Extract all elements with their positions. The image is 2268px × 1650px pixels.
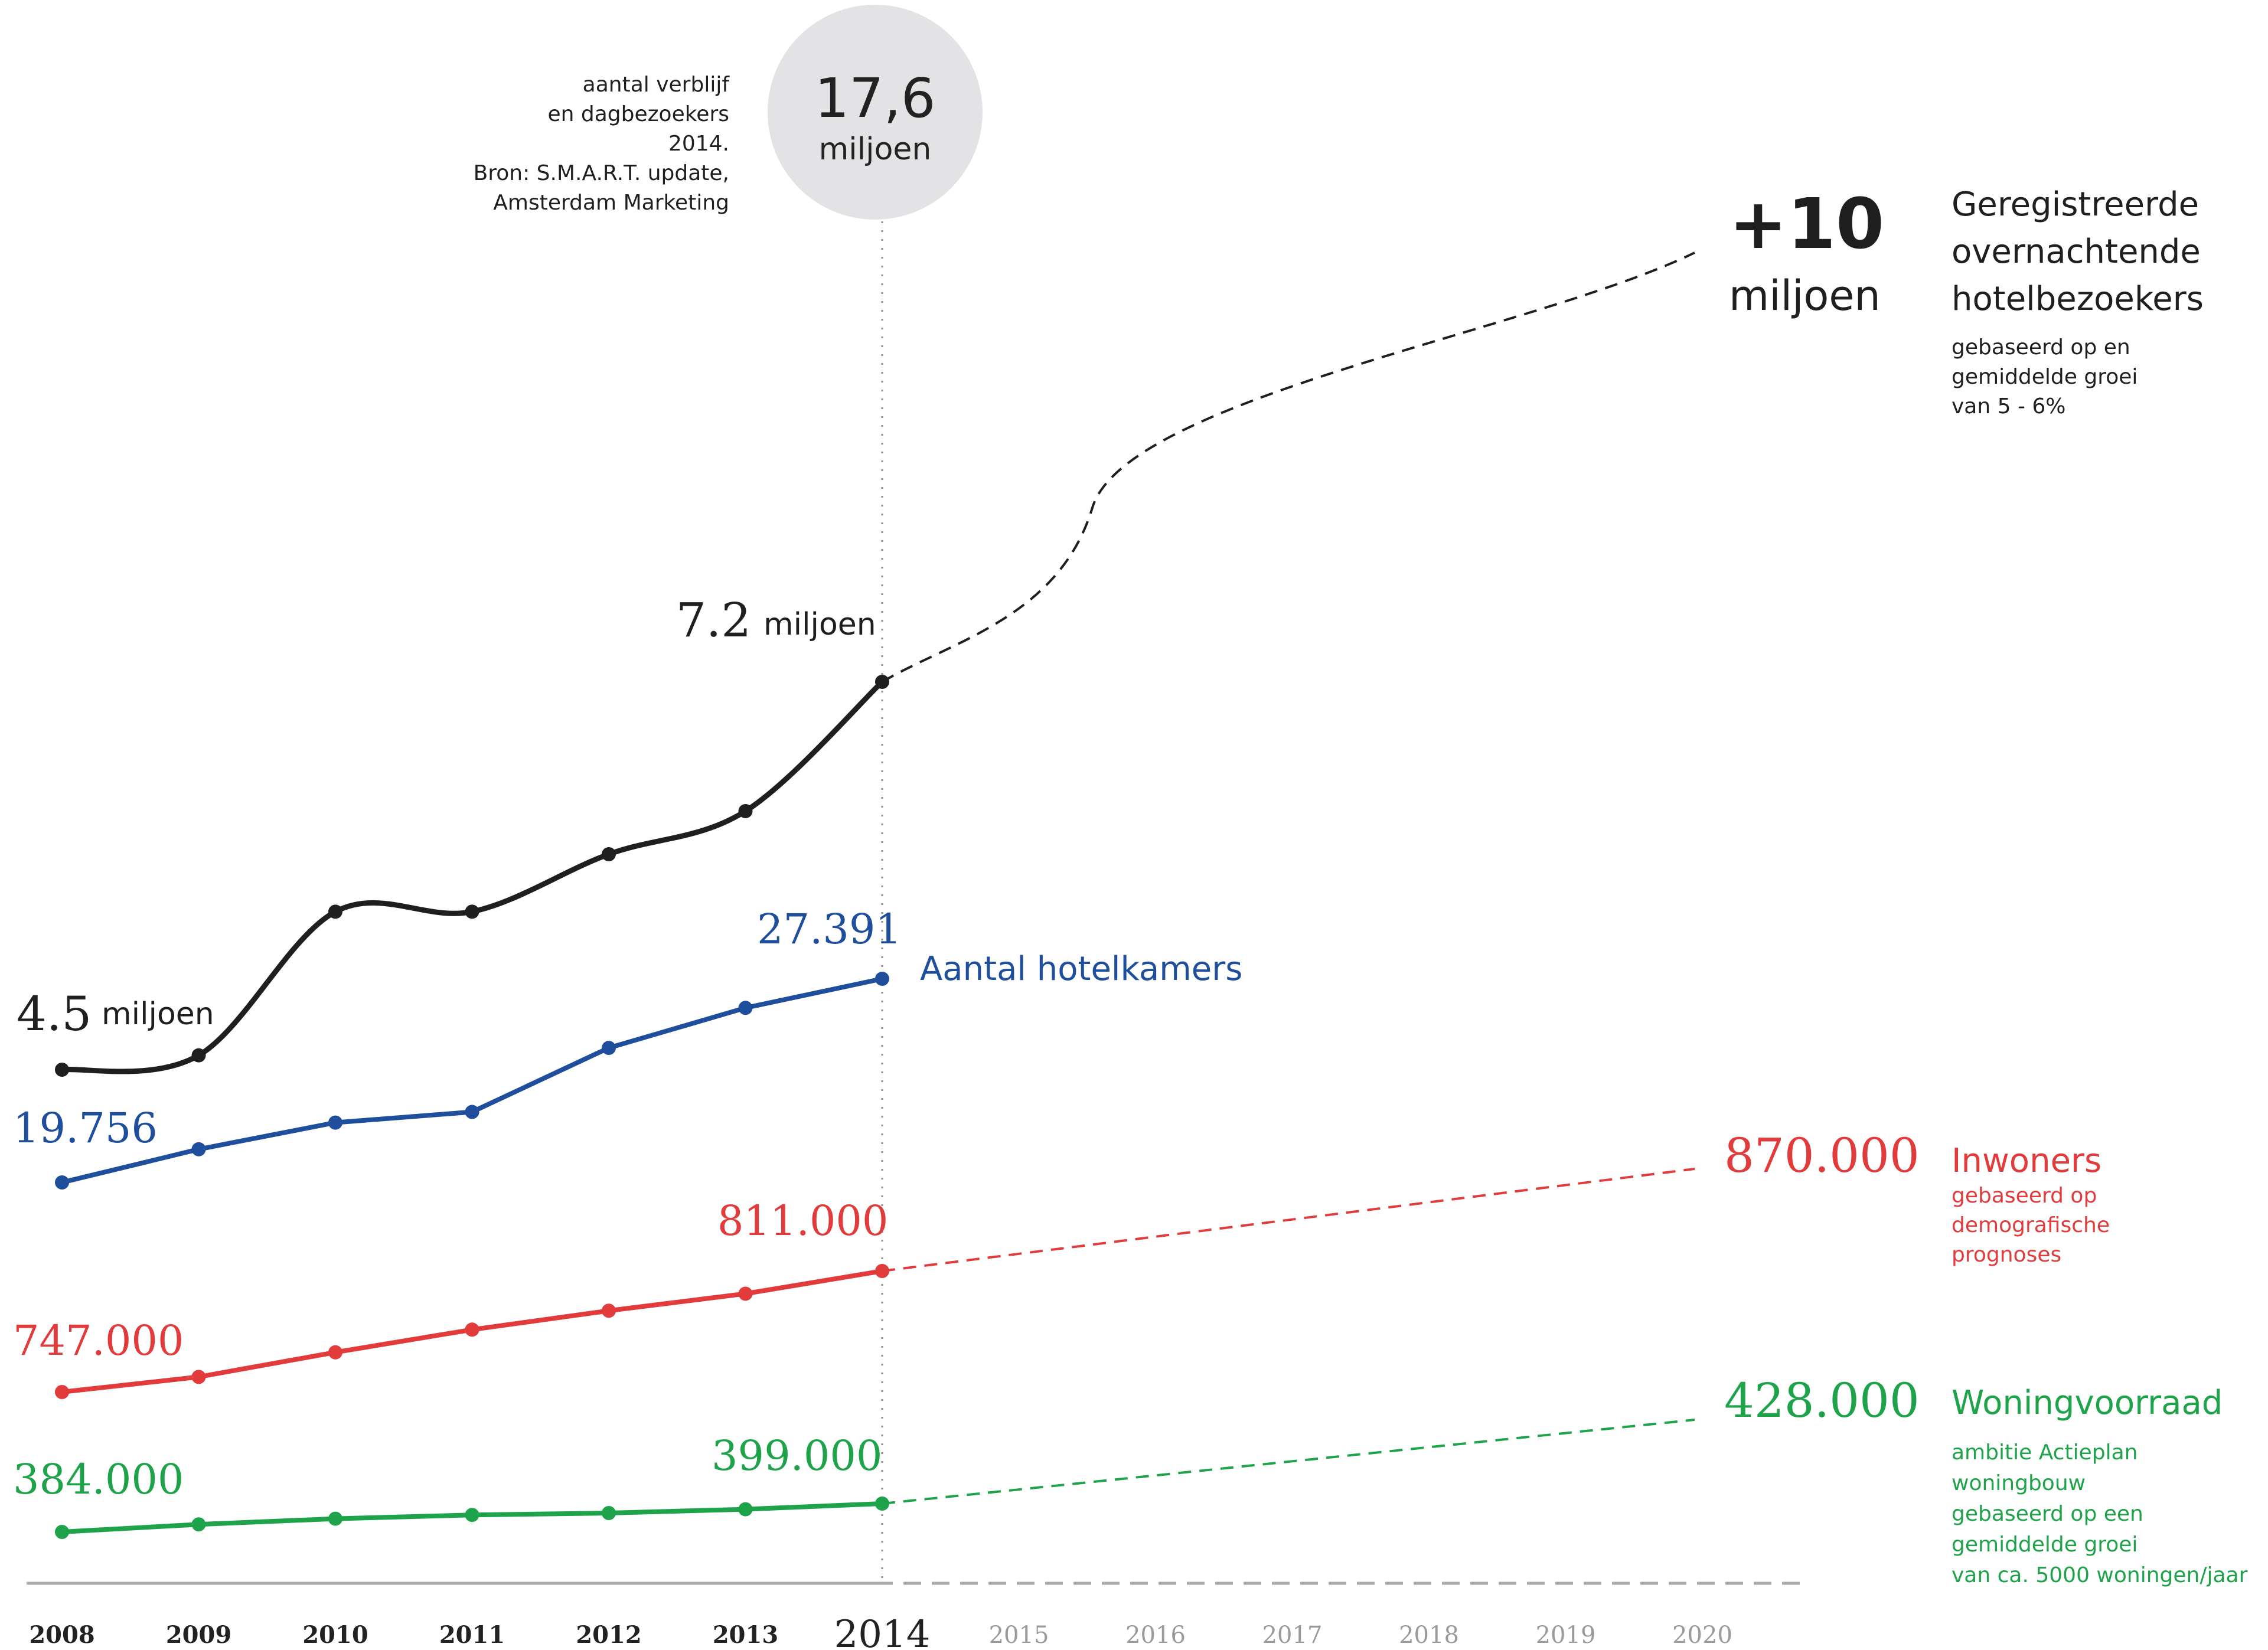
- total-visitors-circle: [768, 5, 983, 220]
- data-point-visitors: [465, 904, 479, 919]
- data-point-housing: [602, 1506, 616, 1520]
- x-tick-label: 2013: [713, 1621, 778, 1649]
- x-tick-label: 2015: [989, 1622, 1049, 1649]
- data-point-housing: [328, 1511, 342, 1526]
- series-layer: [55, 251, 1695, 1539]
- visitors-start-unit: miljoen: [102, 996, 214, 1032]
- residents-note-line: demografische: [1952, 1213, 2110, 1237]
- total-visitors-note-line: Amsterdam Marketing: [493, 191, 729, 215]
- total-visitors-note: aantal verblijf en dagbezoekers 2014. Bron:…: [474, 73, 730, 215]
- data-point-rooms: [602, 1041, 616, 1056]
- visitors-note-line: gemiddelde groei: [1952, 365, 2138, 389]
- residents-note-line: prognoses: [1952, 1243, 2061, 1267]
- visitors-start-label: 4.5: [17, 986, 92, 1041]
- housing-note-line: gebaseerd op een: [1952, 1502, 2143, 1526]
- x-tick-label: 2012: [576, 1621, 641, 1649]
- data-point-visitors: [602, 847, 616, 861]
- series-residents: [55, 1168, 1695, 1399]
- data-point-visitors: [875, 675, 889, 689]
- housing-note-line: woningbouw: [1952, 1471, 2086, 1495]
- visitors-title-line: hotelbezoekers: [1952, 280, 2204, 318]
- x-tick-label: 2016: [1125, 1622, 1186, 1649]
- total-visitors-note-line: en dagbezoekers: [547, 102, 729, 126]
- visitors-end-label: 7.2: [676, 593, 751, 648]
- total-visitors-note-line: Bron: S.M.A.R.T. update,: [474, 161, 729, 185]
- data-point-rooms: [191, 1142, 206, 1156]
- x-tick-label: 2009: [166, 1621, 231, 1649]
- visitors-projection-value: +10: [1729, 183, 1884, 264]
- total-visitors-note-line: 2014.: [668, 132, 729, 156]
- residents-title: Inwoners: [1952, 1142, 2101, 1180]
- data-point-rooms: [55, 1175, 69, 1190]
- visitors-projection-unit: miljoen: [1729, 272, 1881, 320]
- x-tick-label: 2010: [302, 1621, 368, 1649]
- data-point-residents: [191, 1370, 206, 1384]
- data-point-visitors: [328, 904, 342, 919]
- residents-note-line: gebaseerd op: [1952, 1184, 2097, 1208]
- data-point-visitors: [738, 804, 753, 818]
- series-visitors: [55, 251, 1695, 1077]
- rooms-end-label: 27.391: [757, 905, 902, 953]
- data-point-residents: [602, 1303, 616, 1318]
- data-point-visitors: [191, 1048, 206, 1063]
- x-tick-label: 2020: [1672, 1622, 1732, 1649]
- housing-note-line: ambitie Actieplan: [1952, 1440, 2138, 1465]
- residents-end-label: 811.000: [717, 1197, 888, 1245]
- x-tick-label: 2019: [1536, 1622, 1596, 1649]
- visitors-title-line: Geregistreerde: [1952, 185, 2199, 224]
- residents-start-label: 747.000: [13, 1316, 184, 1365]
- x-tick-label: 2014: [834, 1613, 931, 1650]
- visitors-title-line: overnachtende: [1952, 233, 2201, 271]
- data-point-residents: [738, 1286, 753, 1301]
- x-tick-label: 2011: [439, 1621, 505, 1649]
- housing-end-label: 399.000: [712, 1432, 882, 1480]
- residents-projection-value: 870.000: [1724, 1128, 1920, 1183]
- data-point-housing: [875, 1497, 889, 1511]
- rooms-start-label: 19.756: [13, 1104, 158, 1152]
- x-tick-label: 2017: [1262, 1622, 1323, 1649]
- projection-line-residents: [882, 1168, 1695, 1272]
- data-point-rooms: [328, 1115, 342, 1130]
- housing-projection-value: 428.000: [1724, 1373, 1920, 1428]
- data-point-housing: [191, 1517, 206, 1532]
- data-point-residents: [875, 1264, 889, 1278]
- data-point-residents: [328, 1345, 342, 1360]
- data-point-visitors: [55, 1063, 69, 1077]
- data-point-rooms: [875, 972, 889, 986]
- series-housing: [55, 1419, 1695, 1539]
- total-visitors-badge: 17,6 miljoen: [768, 5, 983, 220]
- total-visitors-value: 17,6: [815, 67, 936, 130]
- housing-start-label: 384.000: [13, 1455, 184, 1504]
- data-point-rooms: [738, 1001, 753, 1015]
- x-tick-label: 2018: [1399, 1622, 1459, 1649]
- housing-note-line: van ca. 5000 woningen/jaar: [1952, 1563, 2248, 1587]
- total-visitors-note-line: aantal verblijf: [583, 73, 730, 97]
- x-axis: 2008 2009 2010 2011 2012 2013 2014 2015 2016 2017…: [27, 1582, 1807, 1650]
- data-point-housing: [55, 1525, 69, 1539]
- series-rooms: [55, 972, 889, 1190]
- data-point-housing: [738, 1502, 753, 1517]
- projection-line-visitors: [881, 251, 1695, 683]
- total-visitors-unit: miljoen: [819, 132, 932, 167]
- projection-line-housing: [882, 1419, 1695, 1505]
- label-layer: 4.5 miljoen 7.2 miljoen +10 miljoen Geregistre…: [13, 183, 2248, 1587]
- x-tick-label: 2008: [29, 1621, 94, 1649]
- data-point-rooms: [465, 1105, 479, 1119]
- visitors-note-line: gebaseerd op en: [1952, 335, 2130, 360]
- housing-title: Woningvoorraad: [1952, 1384, 2223, 1422]
- housing-note-line: gemiddelde groei: [1952, 1533, 2138, 1557]
- rooms-title: Aantal hotelkamers: [920, 950, 1242, 988]
- visitors-end-unit: miljoen: [763, 607, 876, 642]
- visitors-note-line: van 5 - 6%: [1952, 394, 2066, 419]
- data-point-residents: [465, 1322, 479, 1337]
- data-point-housing: [465, 1508, 479, 1522]
- data-point-residents: [55, 1385, 69, 1399]
